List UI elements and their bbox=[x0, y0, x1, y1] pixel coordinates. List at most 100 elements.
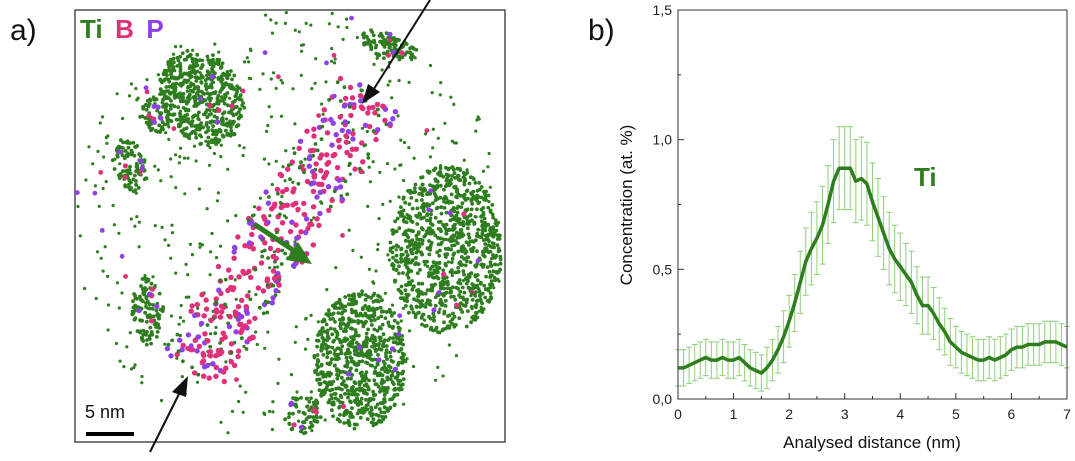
ti-atom bbox=[132, 308, 137, 313]
ti-atom bbox=[185, 96, 190, 100]
ti-atom bbox=[154, 335, 159, 339]
ti-atom bbox=[428, 218, 432, 223]
dopant-atom bbox=[138, 158, 144, 164]
ti-atom bbox=[414, 305, 419, 309]
ti-atom bbox=[194, 135, 199, 140]
ti-atom bbox=[205, 207, 209, 211]
ti-atom bbox=[153, 164, 157, 168]
ti-atom bbox=[468, 175, 473, 180]
ti-atom bbox=[291, 411, 295, 416]
ti-atom bbox=[470, 307, 474, 311]
ti-atom bbox=[400, 252, 405, 257]
ti-atom bbox=[262, 411, 266, 415]
ti-atom bbox=[323, 342, 328, 347]
ti-atom bbox=[326, 334, 330, 338]
ti-atom bbox=[402, 220, 406, 224]
ti-atom bbox=[230, 409, 234, 413]
ti-atom bbox=[227, 110, 231, 115]
ti-atom bbox=[403, 238, 408, 243]
ti-atom bbox=[329, 393, 333, 397]
ti-atom bbox=[323, 418, 327, 422]
ti-atom bbox=[181, 72, 186, 77]
ti-atom bbox=[353, 333, 358, 338]
ti-atom bbox=[172, 83, 177, 88]
ti-atom bbox=[139, 284, 143, 288]
ti-atom bbox=[380, 42, 385, 47]
ti-atom bbox=[156, 168, 160, 172]
ti-atom bbox=[315, 415, 319, 420]
ti-atom bbox=[267, 409, 272, 413]
ti-atom bbox=[370, 363, 374, 368]
ti-atom bbox=[162, 70, 167, 75]
ti-atom bbox=[183, 99, 188, 103]
ti-atom bbox=[352, 426, 357, 431]
ti-atom bbox=[145, 98, 150, 103]
ti-atom bbox=[136, 185, 141, 190]
ti-atom bbox=[212, 91, 217, 96]
ti-atom bbox=[423, 305, 428, 309]
ti-atom bbox=[185, 134, 190, 139]
ti-atom bbox=[383, 316, 388, 320]
ti-atom bbox=[330, 332, 335, 337]
ti-atom bbox=[167, 137, 171, 141]
ti-atom bbox=[389, 359, 394, 363]
ti-atom bbox=[458, 168, 463, 173]
ti-atom bbox=[395, 392, 400, 397]
ti-atom bbox=[199, 141, 203, 146]
ti-atom bbox=[442, 291, 447, 296]
ti-atom bbox=[482, 216, 487, 221]
ti-atom bbox=[364, 397, 368, 402]
ti-atom bbox=[372, 378, 377, 383]
ti-atom bbox=[478, 281, 483, 286]
ti-atom bbox=[491, 225, 496, 230]
ti-atom bbox=[187, 92, 192, 97]
ti-atom bbox=[352, 294, 356, 299]
ti-atom bbox=[479, 185, 484, 189]
ti-atom bbox=[427, 170, 432, 174]
ti-atom bbox=[305, 396, 310, 400]
ti-atom bbox=[167, 96, 171, 101]
ti-atom bbox=[389, 313, 394, 318]
ti-atom bbox=[415, 206, 420, 211]
ti-atom bbox=[290, 427, 295, 431]
ti-atom bbox=[399, 205, 403, 210]
dopant-atom bbox=[214, 119, 221, 125]
ti-atom bbox=[396, 287, 401, 292]
ti-atom bbox=[370, 307, 375, 312]
x-tick-label: 5 bbox=[952, 406, 960, 422]
ti-atom bbox=[436, 265, 441, 270]
ti-atom bbox=[309, 313, 313, 317]
ti-atom bbox=[319, 392, 323, 397]
ti-atom bbox=[436, 136, 440, 140]
ti-atom bbox=[235, 85, 240, 90]
ti-atom bbox=[415, 288, 419, 293]
ti-atom bbox=[362, 31, 366, 36]
ti-atom bbox=[394, 335, 398, 340]
ti-atom bbox=[469, 249, 474, 254]
ti-atom bbox=[186, 73, 191, 77]
ti-atom bbox=[316, 338, 321, 343]
ti-atom bbox=[432, 314, 436, 319]
ti-atom bbox=[433, 215, 438, 220]
ti-atom bbox=[348, 400, 353, 405]
ti-atom bbox=[462, 290, 467, 295]
ti-atom bbox=[204, 87, 209, 92]
ti-atom bbox=[401, 342, 405, 347]
ti-atom bbox=[384, 352, 388, 356]
ti-atom bbox=[337, 297, 342, 302]
ti-atom bbox=[409, 260, 413, 265]
ti-atom bbox=[450, 237, 455, 241]
ti-atom bbox=[371, 424, 375, 428]
ti-atom bbox=[484, 274, 488, 279]
ti-atom bbox=[375, 56, 379, 61]
ti-atom bbox=[146, 278, 151, 283]
ti-atom bbox=[354, 299, 359, 304]
ti-atom bbox=[350, 373, 355, 377]
ti-atom bbox=[443, 298, 448, 303]
ti-atom bbox=[334, 266, 338, 270]
ti-atom bbox=[447, 173, 451, 177]
ti-atom bbox=[397, 226, 402, 231]
ti-atom bbox=[121, 146, 125, 150]
ti-atom bbox=[488, 208, 493, 213]
ti-atom bbox=[490, 203, 495, 207]
